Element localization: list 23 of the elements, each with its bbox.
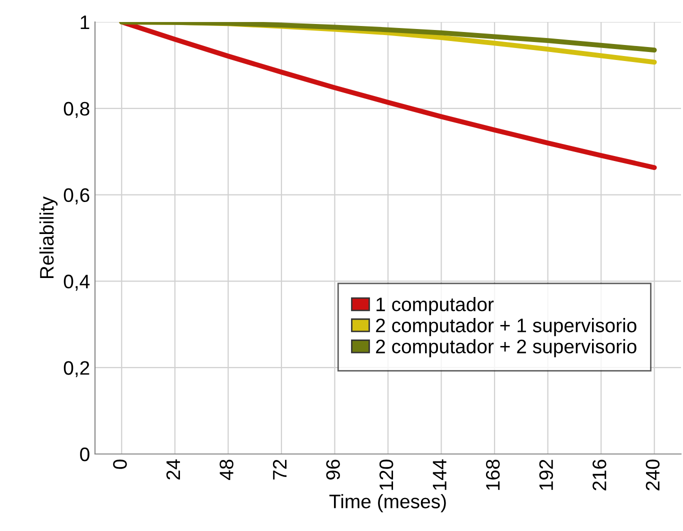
x-tick-label: 192	[539, 460, 554, 490]
x-tick-label: 168	[486, 460, 500, 490]
legend-label: 1 computador	[376, 297, 494, 316]
x-tick-label: 216	[592, 460, 606, 490]
y-axis-title: Reliability	[39, 196, 58, 278]
x-tick-label: 120	[379, 460, 394, 490]
line-series	[119, 22, 657, 53]
y-tick-label: 1	[80, 16, 90, 30]
y-tick-label: 0	[80, 447, 90, 462]
x-tick-label: 72	[272, 460, 286, 480]
x-axis-title: Time (meses)	[329, 494, 446, 512]
x-tick-label: 240	[646, 460, 660, 490]
y-tick-label: 0,2	[64, 361, 90, 378]
legend-label: 2 computador + 1 supervisorio	[376, 318, 636, 336]
x-tick-label: 144	[432, 459, 446, 490]
x-tick-label: 0	[113, 460, 127, 469]
y-tick-label: 0,4	[64, 274, 90, 291]
x-tick-label: 96	[326, 460, 340, 480]
x-tick-label: 24	[166, 459, 180, 480]
legend-label: 2 computador + 2 supervisorio	[376, 339, 636, 358]
x-tick-label: 48	[220, 460, 234, 480]
y-tick-label: 0,8	[64, 102, 90, 118]
y-tick-label: 0,6	[64, 188, 90, 204]
